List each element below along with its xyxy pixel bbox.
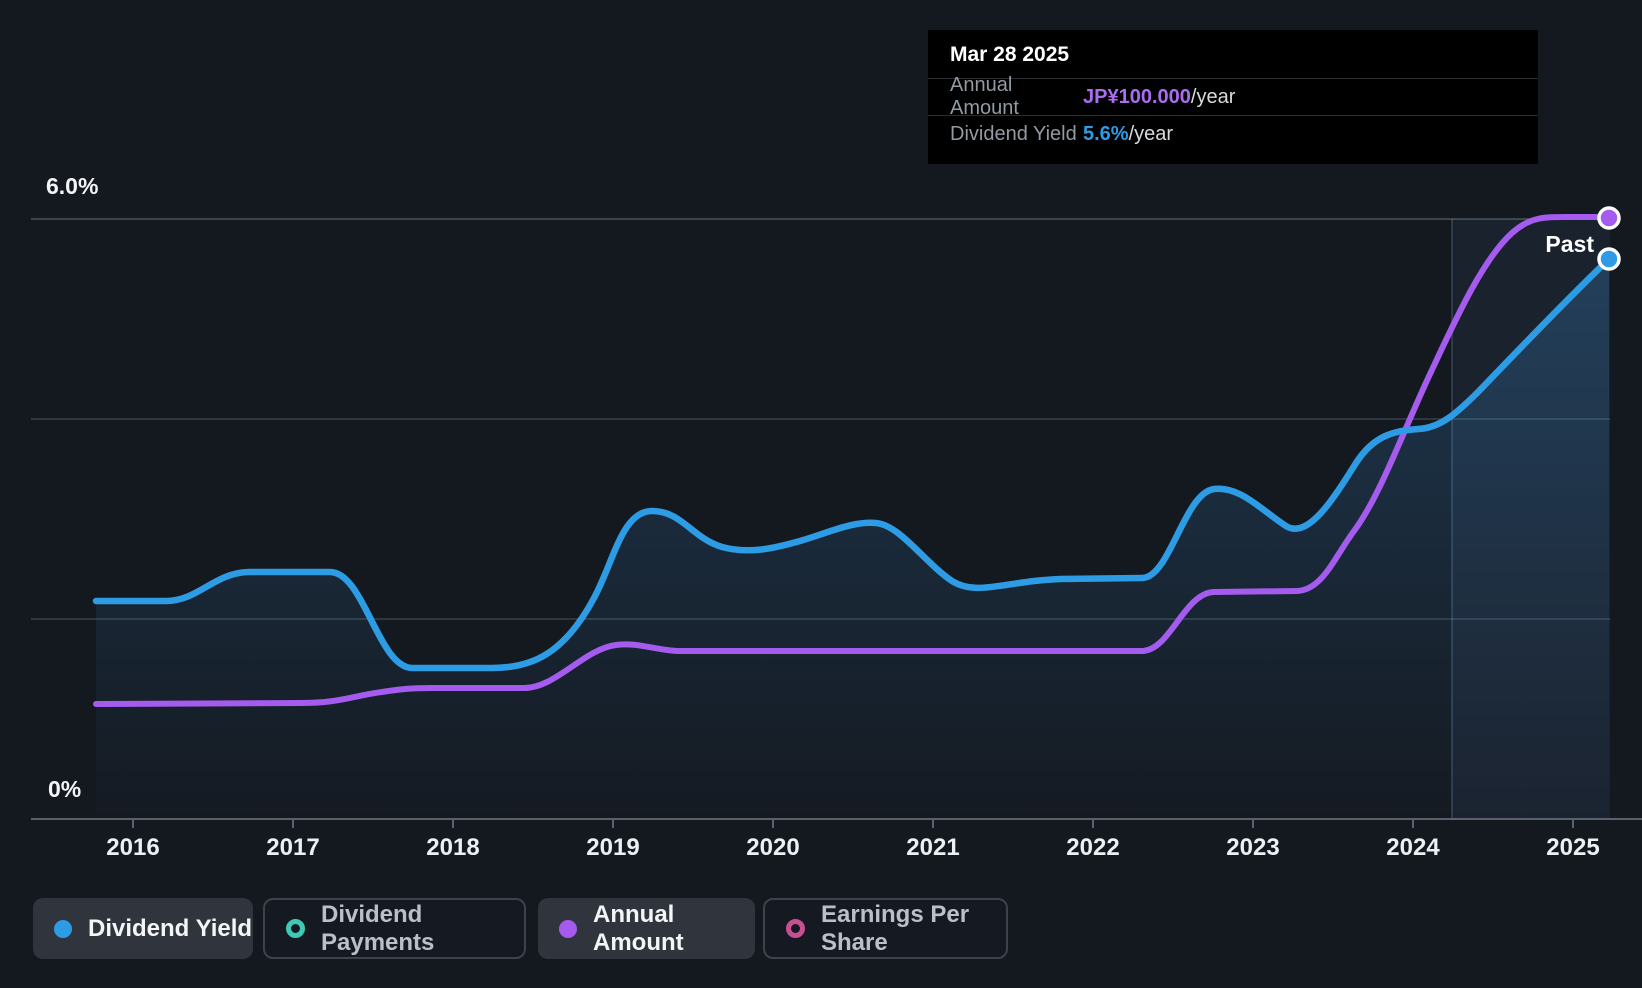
tooltip-value: 5.6% (1083, 122, 1129, 145)
y-axis-label-top: 6.0% (46, 173, 99, 199)
y-axis-label-bottom: 0% (48, 776, 82, 802)
tooltip-value: JP¥100.000 (1083, 85, 1191, 108)
tooltip-date: Mar 28 2025 (950, 43, 1070, 66)
tooltip-label: Annual Amount (950, 74, 1019, 119)
x-axis-label-2023: 2023 (1226, 834, 1280, 861)
x-axis-label-2016: 2016 (106, 834, 160, 861)
annual-amount-line (93, 214, 1612, 707)
tooltip-value-suffix: /year (1128, 122, 1174, 145)
tooltip-label: Dividend Yield (950, 122, 1077, 145)
chart-tooltip: Mar 28 2025 Annual Amount JP¥100.000 /ye… (928, 30, 1538, 164)
legend-label: Dividend Yield (88, 914, 253, 942)
annual-amount-endpoint-marker (1597, 206, 1621, 230)
legend-label: Dividend Payments (321, 900, 435, 956)
dividend-yield-line (92, 255, 1613, 672)
past-label: Past (1545, 231, 1594, 257)
legend-toggle-annual-amount[interactable]: Annual Amount (538, 898, 755, 959)
legend-toggle-dividend-yield[interactable]: Dividend Yield (33, 898, 253, 959)
dividend-yield-area (96, 259, 1609, 819)
x-axis-label-2018: 2018 (426, 834, 480, 861)
legend-toggle-dividend-payments[interactable]: Dividend Payments (263, 898, 526, 959)
legend-toggle-earnings-per-share[interactable]: Earnings Per Share (763, 898, 1008, 959)
tooltip-row-annual-amount: Annual Amount JP¥100.000 /year (928, 74, 1538, 119)
tooltip-row-dividend-yield: Dividend Yield 5.6% /year (928, 115, 1538, 152)
past-highlight-band (1452, 219, 1610, 819)
x-axis-label-2024: 2024 (1386, 834, 1440, 861)
annual-amount-dot-icon (559, 919, 577, 938)
dividend-yield-dot-icon (54, 919, 72, 938)
x-axis-label-2022: 2022 (1066, 834, 1120, 861)
x-axis-label-2021: 2021 (906, 834, 960, 861)
dividend-payments-circle-icon (286, 919, 305, 938)
x-axis-label-2025: 2025 (1546, 834, 1600, 861)
legend-label: Earnings Per Share (821, 900, 970, 956)
tooltip-value-suffix: /year (1190, 85, 1236, 108)
earnings-per-share-circle-icon (786, 919, 805, 938)
x-axis-label-2020: 2020 (746, 834, 800, 861)
dividend-yield-endpoint-marker (1597, 247, 1621, 271)
legend-label: Annual Amount (593, 900, 684, 956)
x-axis-label-2017: 2017 (266, 834, 320, 861)
x-axis (31, 818, 1642, 828)
x-axis-label-2019: 2019 (586, 834, 640, 861)
